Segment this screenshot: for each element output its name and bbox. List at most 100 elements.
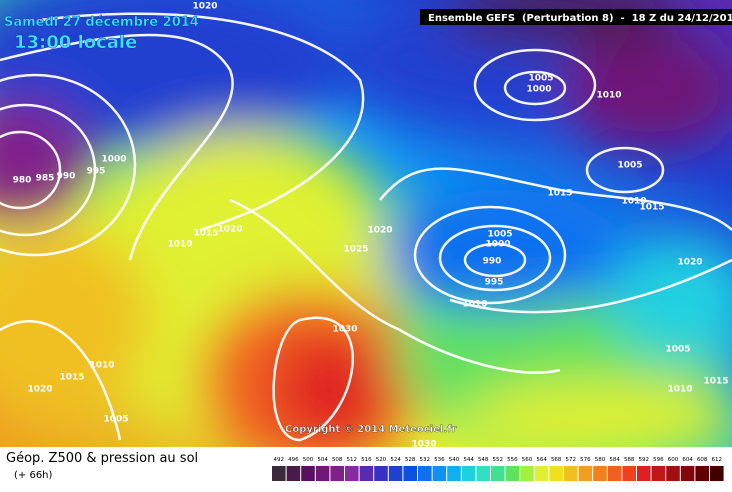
legend-title: Géop. Z500 & pression au sol <box>6 451 198 466</box>
isobar-label: 985 <box>36 174 55 184</box>
isobar-label: 995 <box>87 167 106 177</box>
scale-swatch <box>534 466 549 481</box>
scale-label: 608 <box>697 457 708 463</box>
scale-swatch <box>359 466 374 481</box>
scale-swatch <box>622 466 636 481</box>
isobar-label: 1010 <box>462 300 487 310</box>
isobar-label: 1005 <box>487 230 512 240</box>
isobar-label: 1015 <box>547 189 572 199</box>
scale-label: 588 <box>624 457 635 463</box>
scale-label: 560 <box>522 457 533 463</box>
scale-swatch <box>607 466 622 481</box>
scale-swatch <box>286 466 301 481</box>
model-box <box>420 9 732 25</box>
scale-label: 516 <box>361 457 372 463</box>
scale-label: 500 <box>303 457 314 463</box>
scale-swatch <box>315 466 330 481</box>
scale-label: 540 <box>449 457 460 463</box>
scale-swatch <box>637 466 651 481</box>
isobar-label: 1020 <box>367 226 392 236</box>
isobar-label: 1030 <box>332 325 357 335</box>
scale-label: 584 <box>609 457 620 463</box>
scale-label: 520 <box>376 457 387 463</box>
copyright: Copyright © 2014 Meteociel.fr <box>285 424 456 435</box>
scale-label: 576 <box>580 457 591 463</box>
scale-label: 596 <box>653 457 664 463</box>
isobar-label: 1000 <box>101 155 126 165</box>
isobar-label: 1015 <box>639 203 664 213</box>
scale-swatch <box>447 466 461 481</box>
isobar-label: 1010 <box>596 91 621 101</box>
isobar-label: 1005 <box>617 161 642 171</box>
scale-label: 492 <box>274 457 285 463</box>
isobar-label: 1000 <box>526 85 551 95</box>
scale-label: 528 <box>405 457 416 463</box>
scale-label: 524 <box>390 457 401 463</box>
isobar-label: 1010 <box>89 361 114 371</box>
scale-label: 572 <box>566 457 577 463</box>
scale-label: 604 <box>682 457 693 463</box>
date-label: Samedi 27 décembre 2014 <box>4 15 199 30</box>
scale-swatch <box>505 466 520 481</box>
scale-swatch <box>374 466 388 481</box>
scale-swatch <box>461 466 476 481</box>
legend-subtitle: (+ 66h) <box>14 470 53 481</box>
isobar-label: 1015 <box>59 373 84 383</box>
isobar-label: 1020 <box>192 2 217 12</box>
scale-label: 532 <box>420 457 431 463</box>
scale-swatch <box>593 466 607 481</box>
scale-label: 592 <box>639 457 650 463</box>
scale-label: 504 <box>317 457 328 463</box>
scale-swatch <box>272 466 286 481</box>
map-background <box>0 0 732 447</box>
isobar-label: 1020 <box>217 225 242 235</box>
scale-label: 508 <box>332 457 343 463</box>
scale-label: 568 <box>551 457 562 463</box>
scale-label: 580 <box>595 457 606 463</box>
scale-swatch <box>476 466 490 481</box>
scale-swatch <box>520 466 534 481</box>
scale-label: 600 <box>668 457 679 463</box>
scale-swatch <box>491 466 505 481</box>
isobar-label: 1015 <box>703 377 728 387</box>
scale-swatch <box>564 466 578 481</box>
isobar-label: 1010 <box>621 197 646 207</box>
isobar-label: 990 <box>483 257 502 267</box>
scale-label: 536 <box>434 457 445 463</box>
model-label: Ensemble GEFS (Perturbation 8) - 18 Z du… <box>428 13 732 24</box>
scale-swatch <box>651 466 666 481</box>
scale-label: 544 <box>463 457 474 463</box>
scale-label: 496 <box>288 457 299 463</box>
color-scale: 492 496 500 504 508 512 516 520 524 528 532 536 540 5… <box>272 457 724 481</box>
isobar-label: 1010 <box>167 240 192 250</box>
isobar-label: 1020 <box>677 258 702 268</box>
scale-swatch <box>666 466 680 481</box>
scale-swatch <box>710 466 724 481</box>
isobar-label: 980 <box>13 176 32 186</box>
isobar-label: 1020 <box>27 385 52 395</box>
scale-label: 612 <box>712 457 723 463</box>
scale-swatch <box>330 466 344 481</box>
scale-label: 564 <box>536 457 547 463</box>
scale-label: 512 <box>347 457 358 463</box>
scale-swatch <box>403 466 417 481</box>
scale-swatch <box>432 466 447 481</box>
isobar-label: 1010 <box>667 385 692 395</box>
scale-swatch <box>695 466 709 481</box>
isobar-label: 1005 <box>528 74 553 84</box>
isobar-label: 995 <box>485 278 504 288</box>
time-label: 13:00 locale <box>14 32 137 53</box>
scale-swatch <box>680 466 695 481</box>
isobar-label: 1000 <box>485 240 510 250</box>
scale-label: 556 <box>507 457 518 463</box>
scale-swatch <box>388 466 403 481</box>
isobar-label: 1005 <box>665 345 690 355</box>
isobar-label: 1030 <box>411 440 436 450</box>
isobar-label: 990 <box>57 172 76 182</box>
scale-swatch <box>345 466 359 481</box>
scale-swatch <box>578 466 593 481</box>
scale-swatch <box>301 466 315 481</box>
